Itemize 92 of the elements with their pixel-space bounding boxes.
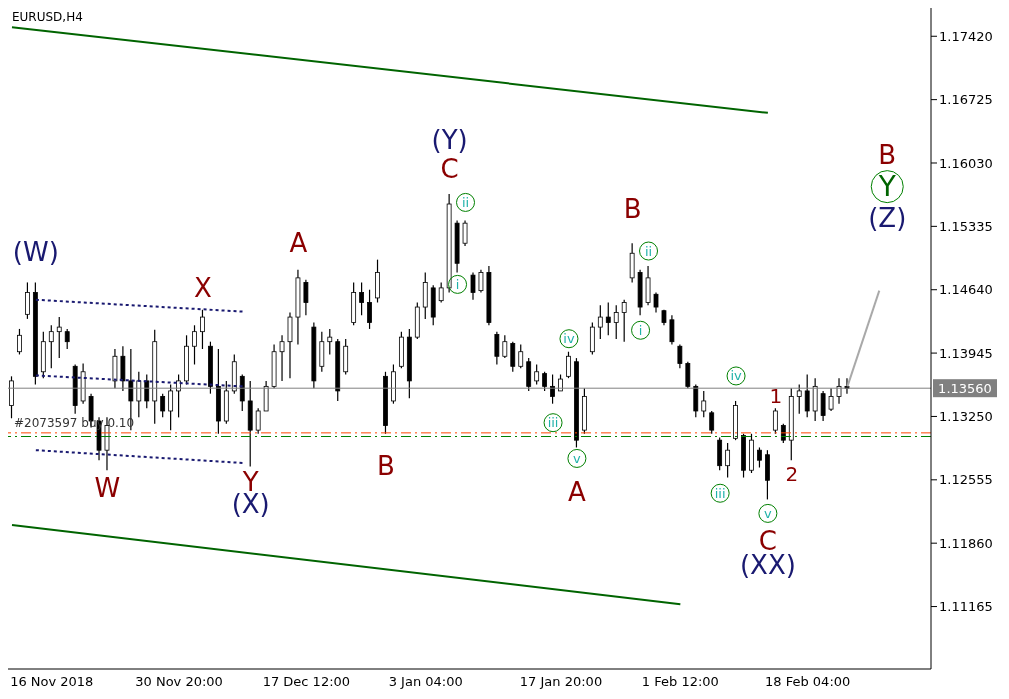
candlestick xyxy=(725,442,731,479)
candlestick xyxy=(796,383,802,415)
candlestick xyxy=(613,304,619,340)
candlestick xyxy=(17,328,22,356)
annotation: ii xyxy=(461,194,470,210)
candlestick xyxy=(709,410,715,435)
candlestick xyxy=(820,390,826,422)
candlestick xyxy=(653,291,659,314)
candlestick xyxy=(303,279,309,316)
candlestick xyxy=(25,281,30,320)
annotation: (W) xyxy=(12,237,59,268)
annotation: iii xyxy=(547,415,559,431)
candlestick xyxy=(534,363,540,386)
candlestick xyxy=(669,314,675,346)
candlestick xyxy=(844,377,850,395)
y-tick-label: 1.14640 xyxy=(939,282,993,298)
annotation: W xyxy=(94,473,121,504)
x-tick-label: 3 Jan 04:00 xyxy=(388,674,463,690)
candlestick xyxy=(494,331,500,366)
candlestick xyxy=(160,393,166,418)
y-tick-label: 1.11165 xyxy=(939,599,993,615)
y-tick-label: 1.17420 xyxy=(939,28,993,44)
x-tick-label: 18 Feb 04:00 xyxy=(765,674,851,690)
x-tick-label: 17 Jan 20:00 xyxy=(519,674,603,690)
annotation: iii xyxy=(714,485,726,501)
annotation: B xyxy=(878,139,897,170)
annotation: ii xyxy=(644,243,653,259)
candlestick xyxy=(367,289,372,330)
annotation: C xyxy=(440,153,459,184)
annotation: i xyxy=(638,322,643,338)
candlestick xyxy=(685,361,691,389)
chart-title: EURUSD,H4 xyxy=(12,10,83,24)
candlestick xyxy=(597,304,603,340)
candlestick xyxy=(64,328,70,350)
candlestick xyxy=(605,301,611,336)
candlestick xyxy=(200,309,205,350)
annotation: 1 xyxy=(769,384,783,409)
candlestick xyxy=(176,373,181,418)
candlestick xyxy=(438,281,444,304)
annotation: A xyxy=(289,227,308,258)
candlestick xyxy=(804,373,810,418)
candlestick xyxy=(48,324,54,369)
candlestick xyxy=(359,281,364,316)
ref-line-label: 1.13560 xyxy=(938,380,992,396)
annotation: Y xyxy=(877,170,897,204)
candlestick xyxy=(836,377,842,405)
y-tick-label: 1.16030 xyxy=(939,155,993,171)
annotation: v xyxy=(764,505,773,521)
annotation: iv xyxy=(563,331,575,347)
candlestick xyxy=(542,371,548,392)
x-tick-label: 30 Nov 20:00 xyxy=(135,674,223,690)
candlestick xyxy=(566,351,571,379)
candlestick xyxy=(255,407,261,435)
x-tick-label: 16 Nov 2018 xyxy=(10,674,94,690)
candlestick xyxy=(478,269,484,294)
candlestick xyxy=(772,407,778,435)
y-tick-label: 1.12555 xyxy=(939,472,993,488)
candlestick xyxy=(470,271,476,301)
annotation: A xyxy=(568,477,587,508)
candlestick xyxy=(828,387,834,412)
candlestick xyxy=(621,299,627,343)
y-tick-label: 1.15335 xyxy=(939,218,993,234)
annotation: (Y) xyxy=(431,124,468,155)
candlestick xyxy=(279,334,285,382)
y-tick-label: 1.13250 xyxy=(939,409,993,425)
candlestick xyxy=(502,334,508,359)
annotation: X xyxy=(194,272,212,303)
y-tick-label: 1.13945 xyxy=(939,345,993,361)
annotation: 2 xyxy=(785,462,799,487)
candlestick xyxy=(144,373,150,409)
candlestick xyxy=(677,343,683,369)
candlestick xyxy=(56,316,62,359)
candlestick xyxy=(192,324,197,366)
candlestick xyxy=(462,219,468,247)
annotation: iv xyxy=(730,368,743,384)
candlestick xyxy=(510,341,516,373)
y-tick-label: 1.16725 xyxy=(939,92,993,108)
candlestick xyxy=(701,390,707,418)
y-tick-label: 1.11860 xyxy=(939,535,993,551)
annotation: B xyxy=(623,194,642,225)
candlestick xyxy=(550,373,555,405)
annotation: (Z) xyxy=(868,202,907,233)
annotation: i xyxy=(455,276,460,292)
annotation: B xyxy=(377,450,395,481)
candlestick xyxy=(327,328,333,356)
x-tick-label: 1 Feb 12:00 xyxy=(641,674,719,690)
candlestick xyxy=(168,383,174,431)
annotation: v xyxy=(573,450,582,466)
candlestick xyxy=(518,343,524,369)
candlestick xyxy=(136,371,142,418)
x-tick-label: 17 Dec 12:00 xyxy=(262,674,351,690)
candlestick xyxy=(757,446,762,469)
